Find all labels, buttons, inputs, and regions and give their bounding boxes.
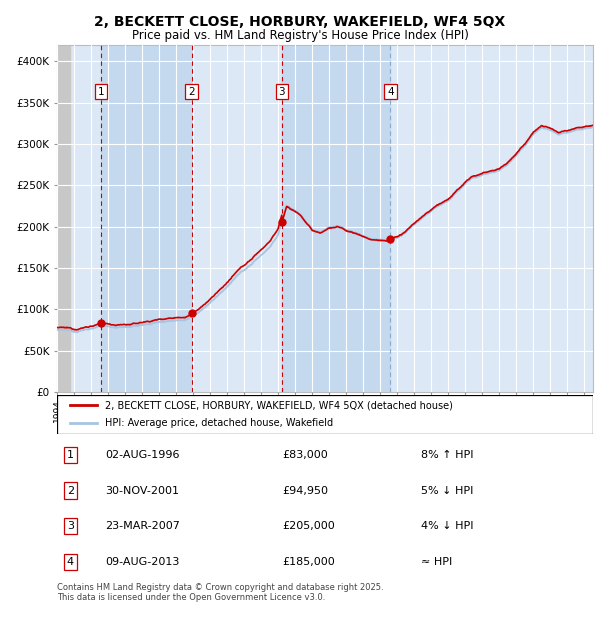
Text: 1: 1 xyxy=(98,87,104,97)
Text: HPI: Average price, detached house, Wakefield: HPI: Average price, detached house, Wake… xyxy=(105,418,334,428)
Text: 2, BECKETT CLOSE, HORBURY, WAKEFIELD, WF4 5QX (detached house): 2, BECKETT CLOSE, HORBURY, WAKEFIELD, WF… xyxy=(105,401,453,410)
Text: Contains HM Land Registry data © Crown copyright and database right 2025.
This d: Contains HM Land Registry data © Crown c… xyxy=(57,583,383,602)
Bar xyxy=(101,45,191,392)
Text: 2, BECKETT CLOSE, HORBURY, WAKEFIELD, WF4 5QX: 2, BECKETT CLOSE, HORBURY, WAKEFIELD, WF… xyxy=(94,16,506,30)
Text: 3: 3 xyxy=(278,87,285,97)
Text: 3: 3 xyxy=(67,521,74,531)
Text: £205,000: £205,000 xyxy=(282,521,335,531)
Text: 8% ↑ HPI: 8% ↑ HPI xyxy=(421,450,474,460)
Text: 4: 4 xyxy=(387,87,394,97)
Bar xyxy=(57,45,70,392)
Text: ≈ HPI: ≈ HPI xyxy=(421,557,452,567)
FancyBboxPatch shape xyxy=(57,395,593,434)
Text: £83,000: £83,000 xyxy=(282,450,328,460)
Text: 1: 1 xyxy=(67,450,74,460)
Text: £94,950: £94,950 xyxy=(282,485,328,495)
Text: 5% ↓ HPI: 5% ↓ HPI xyxy=(421,485,474,495)
Text: 2: 2 xyxy=(188,87,195,97)
Bar xyxy=(57,45,70,392)
Text: 4: 4 xyxy=(67,557,74,567)
Text: Price paid vs. HM Land Registry's House Price Index (HPI): Price paid vs. HM Land Registry's House … xyxy=(131,29,469,42)
Text: 4% ↓ HPI: 4% ↓ HPI xyxy=(421,521,474,531)
Text: £185,000: £185,000 xyxy=(282,557,335,567)
Bar xyxy=(282,45,391,392)
Text: 23-MAR-2007: 23-MAR-2007 xyxy=(105,521,180,531)
Text: 2: 2 xyxy=(67,485,74,495)
Text: 02-AUG-1996: 02-AUG-1996 xyxy=(105,450,180,460)
Text: 09-AUG-2013: 09-AUG-2013 xyxy=(105,557,179,567)
Text: 30-NOV-2001: 30-NOV-2001 xyxy=(105,485,179,495)
